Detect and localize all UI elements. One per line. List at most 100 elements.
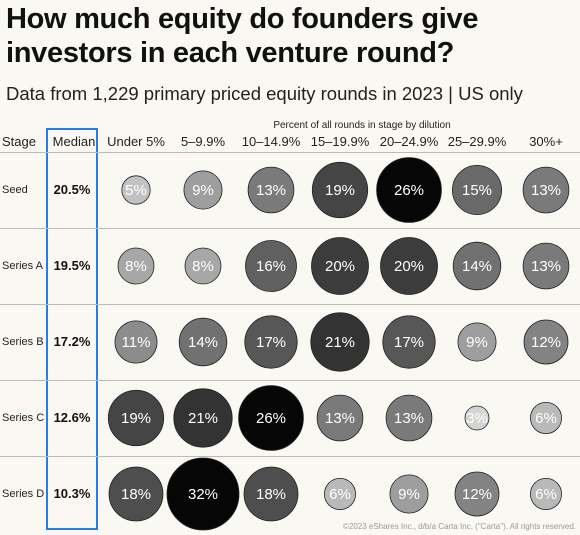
bubble — [464, 405, 490, 431]
median-column-highlight — [46, 128, 98, 530]
row-divider — [0, 304, 580, 305]
bubble — [316, 394, 364, 442]
bubble — [245, 240, 297, 292]
copyright-footer: ©2023 eShares Inc., d/b/a Carta Inc. ("C… — [342, 522, 576, 531]
bubble-label: 17% — [394, 334, 424, 351]
bubble — [244, 315, 298, 369]
bubble-label: 21% — [325, 334, 355, 351]
median-value: 12.6% — [53, 410, 91, 425]
bubble — [247, 166, 295, 214]
bubble-label: 17% — [256, 334, 286, 351]
bubble-label: 5% — [125, 182, 147, 199]
bubble — [173, 388, 233, 448]
bubble-label: 13% — [394, 410, 424, 427]
bubble — [452, 241, 502, 291]
column-group-label: Percent of all rounds in stage by diluti… — [273, 120, 451, 131]
stage-label: Series A — [2, 260, 43, 272]
bubble — [238, 385, 304, 451]
bubble-label: 11% — [122, 334, 151, 351]
bubble — [451, 164, 502, 215]
bubble-label: 9% — [192, 182, 214, 199]
median-value: 20.5% — [53, 182, 91, 197]
bubble — [178, 317, 228, 367]
column-header-6: 30%+ — [529, 134, 563, 149]
bubble — [389, 474, 429, 514]
bubble-label: 15% — [462, 182, 492, 199]
bubble-label: 26% — [256, 410, 286, 427]
bubble — [530, 401, 563, 434]
bubble-label: 13% — [325, 410, 355, 427]
median-value: 10.3% — [53, 486, 91, 501]
bubble-label: 13% — [531, 182, 561, 199]
bubble-label: 8% — [192, 258, 214, 275]
bubble — [523, 319, 569, 365]
bubble-label: 9% — [466, 334, 488, 351]
bubble-label: 12% — [462, 486, 492, 503]
stage-label: Series D — [2, 488, 45, 500]
bubble — [243, 466, 299, 522]
bubble — [117, 247, 155, 285]
row-divider — [0, 380, 580, 381]
bubble-label: 14% — [188, 334, 218, 351]
bubble-label: 6% — [535, 410, 557, 427]
bubble-label: 9% — [398, 486, 420, 503]
bubble-label: 20% — [394, 258, 424, 275]
row-divider — [0, 456, 580, 457]
row-divider — [0, 152, 580, 153]
chart-title: How much equity do founders give investo… — [6, 3, 479, 69]
bubble-label: 26% — [394, 182, 424, 199]
chart-subtitle: Data from 1,229 primary priced equity ro… — [6, 83, 523, 104]
bubble — [183, 170, 223, 210]
bubble-label: 19% — [121, 410, 151, 427]
stage-label: Series C — [2, 412, 45, 424]
bubble — [121, 175, 151, 205]
bubble-label: 19% — [325, 182, 355, 199]
bubble — [457, 322, 497, 362]
median-value: 17.2% — [53, 334, 91, 349]
bubble-label: 21% — [188, 410, 218, 427]
column-header-3: 15–19.9% — [310, 134, 370, 149]
bubble-label: 3% — [466, 410, 488, 427]
bubble-label: 8% — [125, 258, 147, 275]
bubble — [376, 157, 442, 223]
bubble-label: 6% — [535, 486, 557, 503]
bubble-label: 32% — [188, 486, 218, 503]
bubble-label: 6% — [329, 486, 351, 503]
median-value: 19.5% — [53, 258, 91, 273]
column-header-2: 10–14.9% — [241, 134, 301, 149]
bubble — [310, 312, 370, 372]
median-header: Median — [52, 134, 96, 149]
column-header-0: Under 5% — [107, 134, 165, 149]
stage-header: Stage — [2, 134, 36, 149]
bubble — [530, 477, 563, 510]
column-header-5: 25–29.9% — [447, 134, 507, 149]
bubble — [107, 389, 165, 447]
bubble — [385, 394, 433, 442]
bubble — [311, 161, 369, 219]
bubble — [184, 247, 222, 285]
bubble — [380, 237, 438, 295]
bubble — [522, 242, 570, 290]
bubble — [311, 237, 369, 295]
bubble-label: 14% — [462, 258, 492, 275]
row-divider — [0, 228, 580, 229]
bubble — [166, 457, 240, 531]
bubble — [454, 471, 500, 517]
bubble-label: 20% — [325, 258, 355, 275]
stage-label: Series B — [2, 336, 44, 348]
bubble — [323, 477, 356, 510]
bubble — [108, 466, 164, 522]
bubble-label: 18% — [256, 486, 286, 503]
stage-label: Seed — [2, 184, 28, 196]
column-header-1: 5–9.9% — [180, 134, 226, 149]
column-header-4: 20–24.9% — [379, 134, 439, 149]
bubble — [114, 320, 158, 364]
bubble-label: 12% — [531, 334, 561, 351]
bubble-label: 18% — [121, 486, 151, 503]
bubble — [382, 315, 436, 369]
bubble-label: 16% — [256, 258, 286, 275]
bubble — [522, 166, 570, 214]
bubble-label: 13% — [256, 182, 286, 199]
bubble-label: 13% — [531, 258, 561, 275]
